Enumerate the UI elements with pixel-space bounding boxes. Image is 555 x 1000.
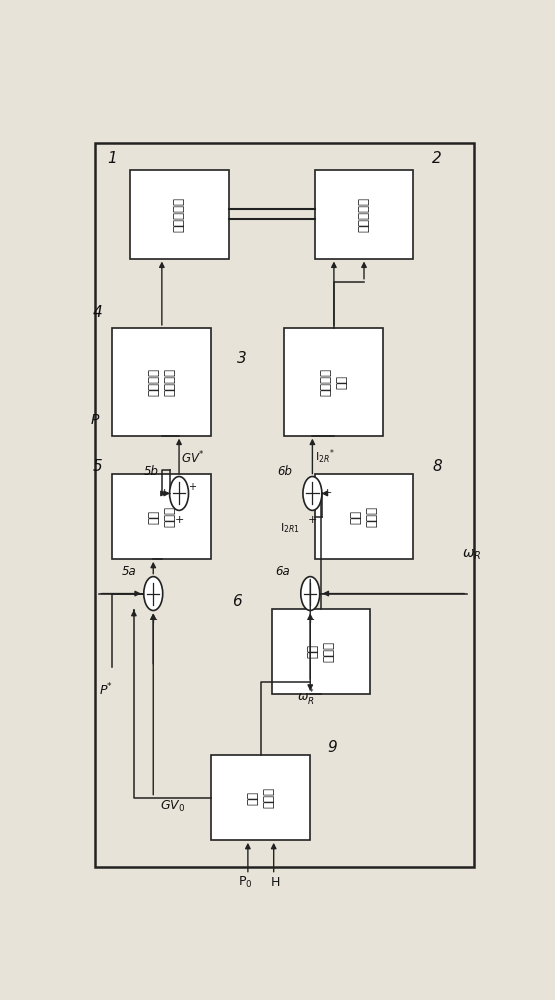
Bar xyxy=(211,755,310,840)
Text: 水泥水轮机: 水泥水轮机 xyxy=(173,197,185,232)
Circle shape xyxy=(301,577,320,610)
Text: 二次励磁: 二次励磁 xyxy=(320,368,332,396)
Text: 控制部: 控制部 xyxy=(163,506,176,527)
Text: 发电电动机: 发电电动机 xyxy=(357,197,371,232)
Bar xyxy=(130,170,229,259)
Text: −: − xyxy=(320,589,330,599)
Text: 导流叶片: 导流叶片 xyxy=(148,368,160,396)
Circle shape xyxy=(144,577,163,610)
Text: 装置: 装置 xyxy=(335,375,348,389)
Text: P$^{*}$: P$^{*}$ xyxy=(99,682,113,698)
Text: +: + xyxy=(307,515,317,525)
Bar xyxy=(112,474,211,559)
Text: 9: 9 xyxy=(327,740,337,755)
Circle shape xyxy=(170,477,189,510)
Text: 2: 2 xyxy=(432,151,442,166)
Text: +: + xyxy=(306,615,315,625)
Bar xyxy=(271,609,371,694)
Text: +: + xyxy=(160,488,169,498)
Text: 4: 4 xyxy=(93,305,102,320)
Text: 控制部: 控制部 xyxy=(322,641,335,662)
Text: 输出: 输出 xyxy=(350,510,363,524)
Text: 控制装置: 控制装置 xyxy=(163,368,176,396)
Text: 3: 3 xyxy=(236,351,246,366)
Text: P$_0$: P$_0$ xyxy=(238,875,252,890)
Bar xyxy=(284,328,384,436)
Text: 速度: 速度 xyxy=(307,644,320,658)
Bar xyxy=(315,474,413,559)
Text: 5: 5 xyxy=(93,459,102,474)
Text: −: − xyxy=(134,589,143,599)
Text: $\omega_R^{*}$: $\omega_R^{*}$ xyxy=(297,687,315,708)
Text: 5a: 5a xyxy=(122,565,137,578)
Text: GV$^{*}$: GV$^{*}$ xyxy=(181,450,204,466)
Text: 优化: 优化 xyxy=(246,791,260,805)
Text: 5b: 5b xyxy=(144,465,159,478)
Text: +: + xyxy=(322,488,332,498)
Text: 校正部: 校正部 xyxy=(365,506,379,527)
Text: 6: 6 xyxy=(232,594,242,609)
Bar xyxy=(95,143,473,867)
Text: I$_{2R1}$: I$_{2R1}$ xyxy=(280,521,300,535)
Text: +: + xyxy=(174,515,184,525)
Text: P: P xyxy=(91,413,99,427)
Text: 1: 1 xyxy=(108,151,117,166)
Circle shape xyxy=(303,477,322,510)
Text: $\omega_R$: $\omega_R$ xyxy=(462,548,481,562)
Bar xyxy=(112,328,211,436)
Text: 6a: 6a xyxy=(275,565,290,578)
Text: I$_{2R}$$^{*}$: I$_{2R}$$^{*}$ xyxy=(315,448,334,466)
Text: 处理部: 处理部 xyxy=(262,787,275,808)
Bar xyxy=(315,170,413,259)
Text: 输出: 输出 xyxy=(148,510,160,524)
Text: +: + xyxy=(149,615,158,625)
Text: 8: 8 xyxy=(432,459,442,474)
Text: +: + xyxy=(188,482,196,492)
Text: H: H xyxy=(270,876,280,889)
Text: GV$_0$: GV$_0$ xyxy=(160,799,185,814)
Text: 6b: 6b xyxy=(277,465,292,478)
